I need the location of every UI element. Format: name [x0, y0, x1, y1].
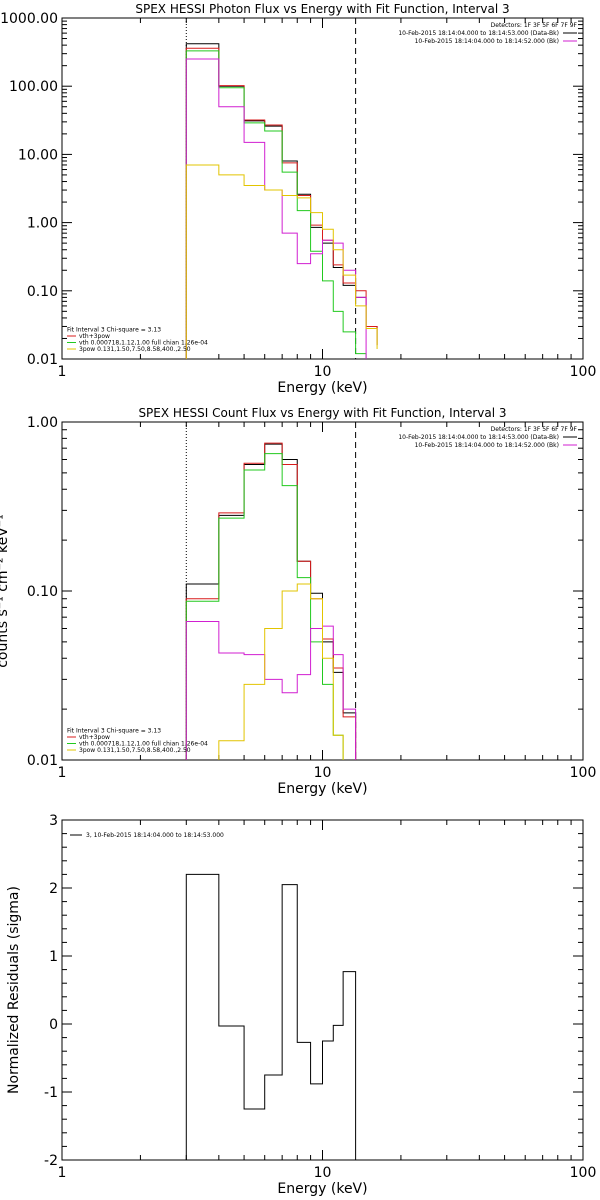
x-tick-label: 10	[314, 1165, 332, 1181]
histogram-series-0	[185, 443, 357, 760]
histogram-series-3	[185, 621, 357, 760]
plot-frame	[61, 819, 584, 1161]
x-axis-label: Energy (keV)	[277, 1181, 367, 1197]
chart-title: SPEX HESSI Photon Flux vs Energy with Fi…	[135, 2, 509, 16]
x-tick-label: 1	[58, 364, 67, 380]
x-tick-label: 100	[570, 765, 597, 781]
legend-entry: Detectors: 1F 3F 5F 6F 7F 9F	[491, 22, 578, 29]
data-layer	[185, 442, 357, 760]
legend-entry: 10-Feb-2015 18:14:04.000 to 18:14:53.000…	[398, 434, 559, 441]
data-layer	[185, 43, 378, 359]
residuals-panel: 1 10 100 -2 -1 0 1 2 3 Energy (keV) Normalized Res…	[6, 813, 596, 1197]
y-tick-label: 0.01	[27, 753, 58, 769]
y-tick-label: 1.00	[27, 216, 58, 232]
x-axis-label: Energy (keV)	[277, 380, 367, 396]
histogram-series-3	[185, 58, 367, 359]
fit-legend-entry: 3pow 0.131,1.50,7.50,8.58,400.,2.50	[79, 747, 191, 754]
y-tick-label: 1.00	[27, 415, 58, 431]
y-tick-label: 0.10	[27, 284, 58, 300]
histogram-series-4	[185, 164, 378, 359]
fit-legend-entry: Fit Interval 3 Chi-square = 3.13	[67, 327, 161, 334]
y-tick-label: -2	[44, 1153, 58, 1169]
y-tick-label: 3	[49, 813, 58, 829]
x-tick-label: 10	[314, 364, 332, 380]
y-tick-label: 1000.00	[0, 11, 58, 27]
fit-legend-entry: vth+3pow	[79, 734, 110, 741]
legend-entry: 10-Feb-2015 18:14:04.000 to 18:14:53.000…	[398, 30, 559, 37]
plot-frame	[61, 421, 584, 761]
fit-legend-entry: 3pow 0.131,1.50,7.50,8.58,400.,2.50	[79, 346, 191, 353]
legend-entry: 10-Feb-2015 18:14:04.000 to 18:14:52.000…	[415, 442, 559, 449]
x-tick-label: 100	[570, 364, 597, 380]
x-tick-label: 1	[58, 1165, 67, 1181]
fit-legend-entry: vth 0.000718,1.12,1.00 full chian 1.26e-…	[79, 340, 208, 347]
histogram-series-1	[185, 442, 357, 760]
legend-entry: Detectors: 1F 3F 5F 6F 7F 9F	[491, 426, 578, 433]
count-flux-panel: 1 10 100 0.01 0.10 1.00 SPEX HESSI Count Flux …	[0, 406, 596, 797]
legend-entry: 10-Feb-2015 18:14:04.000 to 18:14:52.000…	[415, 38, 559, 45]
fit-legend-entry: vth+3pow	[79, 333, 110, 340]
fit-legend-entry: Fit Interval 3 Chi-square = 3.13	[67, 728, 161, 735]
photon-flux-panel: 1 10 100 0.01 0.10 1.00 10.00 100.00 1000.00 SPEX…	[0, 2, 596, 396]
x-tick-label: 1	[58, 765, 67, 781]
y-tick-label: 0.01	[27, 352, 58, 368]
data-layer	[185, 873, 357, 1160]
x-tick-label: 10	[314, 765, 332, 781]
y-tick-label: 0.10	[27, 584, 58, 600]
y-tick-label: 0	[49, 1017, 58, 1033]
legend-entry: 3, 10-Feb-2015 18:14:04.000 to 18:14:53.…	[86, 832, 224, 839]
fit-legend-entry: vth 0.000718,1.12,1.00 full chian 1.26e-…	[79, 741, 208, 748]
histogram-series-2	[185, 50, 367, 359]
y-tick-label: 1	[49, 949, 58, 965]
x-axis-label: Energy (keV)	[277, 781, 367, 797]
y-tick-label: -1	[44, 1085, 58, 1101]
y-tick-label: 100.00	[9, 79, 58, 95]
y-tick-label: 10.00	[18, 147, 58, 163]
histogram-series-4	[218, 583, 344, 760]
y-tick-label: 2	[49, 881, 58, 897]
x-tick-label: 100	[570, 1165, 597, 1181]
histogram-series-0	[185, 873, 357, 1160]
plot-frame	[61, 17, 584, 360]
y-axis-label: Normalized Residuals (sigma)	[6, 886, 22, 1094]
y-axis-label: counts s⁻¹ cm⁻² keV⁻¹	[0, 514, 11, 668]
chart-title: SPEX HESSI Count Flux vs Energy with Fit…	[138, 406, 506, 420]
